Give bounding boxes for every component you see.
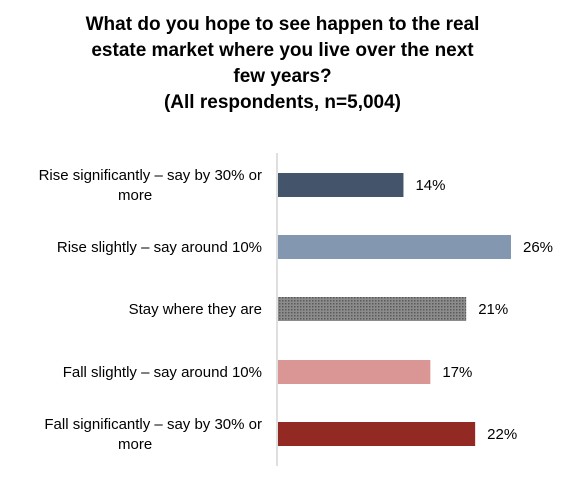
- value-label-1: 14%: [415, 177, 445, 194]
- bar-2: [278, 235, 511, 259]
- category-label-5-line-2: more: [118, 436, 152, 453]
- bar-5: [278, 422, 476, 446]
- value-label-3: 21%: [478, 301, 508, 318]
- value-label-5: 22%: [487, 426, 517, 443]
- bar-3: [278, 297, 467, 321]
- chart-title: What do you hope to see happen to the re…: [40, 12, 525, 116]
- category-label-4-line-1: Fall slightly – say around 10%: [63, 364, 262, 381]
- value-label-2: 26%: [523, 239, 553, 256]
- chart-title-line-2: estate market where you live over the ne…: [91, 40, 474, 61]
- category-label-1-line-2: more: [118, 187, 152, 204]
- category-label-2-line-1: Rise slightly – say around 10%: [57, 239, 262, 256]
- category-label-3-line-1: Stay where they are: [129, 301, 262, 318]
- chart-title-line-4: (All respondents, n=5,004): [163, 92, 402, 113]
- category-label-5-line-1: Fall significantly – say by 30% or: [44, 416, 262, 433]
- value-label-4: 17%: [442, 364, 472, 381]
- bar-4: [278, 360, 431, 384]
- bars-group: 14% Rise significantly – say by 30% or mor…: [39, 167, 553, 453]
- bar-1: [278, 173, 404, 197]
- chart-title-line-1: What do you hope to see happen to the re…: [85, 14, 480, 35]
- chart-title-line-3: few years?: [233, 66, 332, 87]
- category-label-1-line-1: Rise significantly – say by 30% or: [39, 167, 262, 184]
